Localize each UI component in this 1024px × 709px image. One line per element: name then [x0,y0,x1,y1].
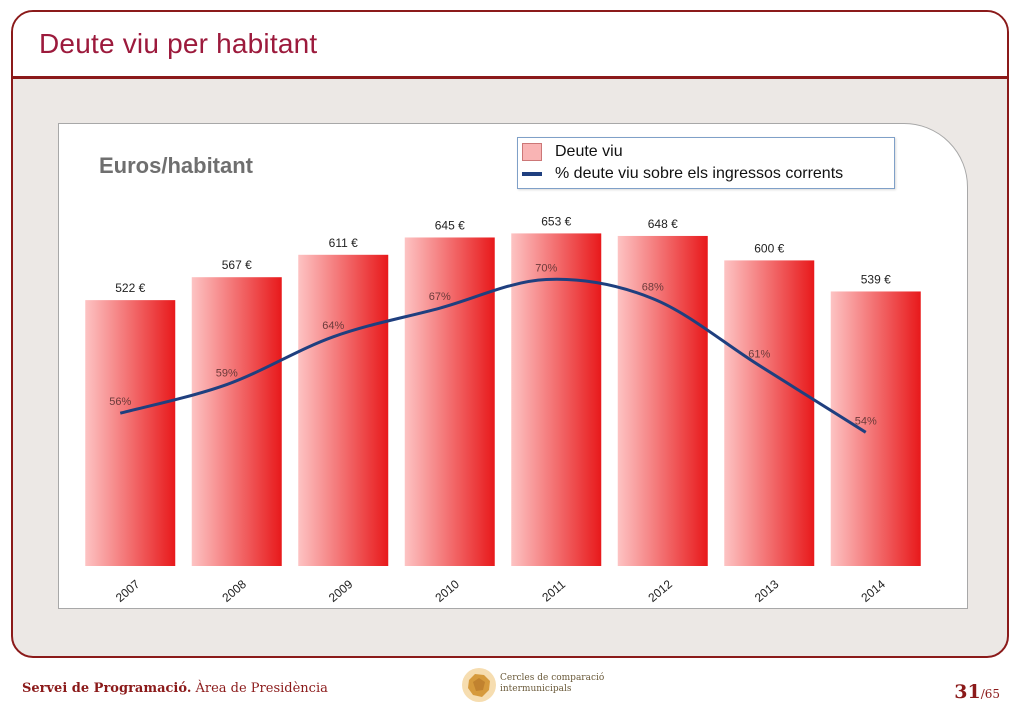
slide-frame: Deute viu per habitant 522 € 567 € 611 € 64… [11,10,1009,658]
bar-2007 [85,300,176,566]
line-value-label: 61% [748,348,770,360]
bars-layer [85,233,921,566]
bar-value-label: 645 € [435,218,465,232]
x-tick-label: 2009 [326,577,356,605]
bar-2008 [191,277,282,566]
bar-2014 [830,291,921,566]
x-tick-label: 2011 [539,577,568,605]
bar-value-label: 653 € [541,214,571,228]
x-tick-label: 2014 [858,577,888,605]
x-tick-label: 2010 [432,577,462,605]
bar-value-label: 611 € [329,236,358,250]
page-total: /65 [980,687,1000,701]
line-layer [119,277,867,434]
legend-bar-swatch [522,143,542,161]
slide-title: Deute viu per habitant [39,28,318,59]
x-tick-label: 2008 [219,577,249,605]
unit-label: Euros/habitant [99,153,254,178]
line-value-label: 64% [322,320,344,332]
bar-value-label: 648 € [648,217,678,231]
chart-plot: 522 € 567 € 611 € 645 € 653 € 648 € 600 € 539 €… [85,214,921,605]
x-tick-label: 2007 [113,577,143,605]
line-value-label: 68% [642,282,664,294]
x-axis-labels: 2007 2008 2009 2010 2011 2012 2013 2014 [113,577,888,605]
percent-line [119,277,867,434]
bar-value-label: 539 € [861,272,891,286]
line-value-label: 67% [429,291,451,303]
line-value-label: 56% [109,396,131,408]
line-value-label: 70% [535,263,557,275]
bar-value-label: 567 € [222,258,252,272]
line-value-labels: 56% 59% 64% 67% 70% 68% 61% 54% [109,263,877,428]
bar-value-label: 522 € [115,281,145,295]
footer-department-rest: Àrea de Presidència [191,681,328,696]
bar-value-labels: 522 € 567 € 611 € 645 € 653 € 648 € 600 € 539 € [115,214,891,295]
chart-legend: Deute viu % deute viu sobre els ingresso… [517,137,895,189]
bar-2011 [511,233,602,566]
legend-item-bar: Deute viu [522,141,623,163]
x-tick-label: 2013 [752,577,782,605]
legend-label: Deute viu [555,143,623,160]
page-number: 31/65 [954,681,1000,703]
bar-value-label: 600 € [754,241,784,255]
bar-2010 [404,237,495,566]
line-value-label: 54% [855,415,877,427]
map-logo-icon [462,668,496,702]
bar-2009 [298,254,389,566]
logo-line: intermunicipals [500,684,572,694]
bar-2013 [724,260,815,566]
logo-line: Cercles de comparació [500,673,605,683]
legend-item-line: % deute viu sobre els ingressos corrents [522,163,843,185]
x-tick-label: 2012 [645,577,675,605]
legend-label: % deute viu sobre els ingressos corrents [555,165,844,182]
legend-line-swatch [522,172,542,176]
footer-department-bold: Servei de Programació. [22,681,192,696]
page-current: 31 [954,681,981,703]
line-value-label: 59% [216,368,238,380]
chart-card: 522 € 567 € 611 € 645 € 653 € 648 € 600 € 539 €… [58,123,968,609]
title-band: Deute viu per habitant [13,12,1007,79]
footer-logo-text: Cercles de comparació intermunicipals [500,673,604,695]
footer-department: Servei de Programació. Àrea de Presidènc… [22,681,328,696]
